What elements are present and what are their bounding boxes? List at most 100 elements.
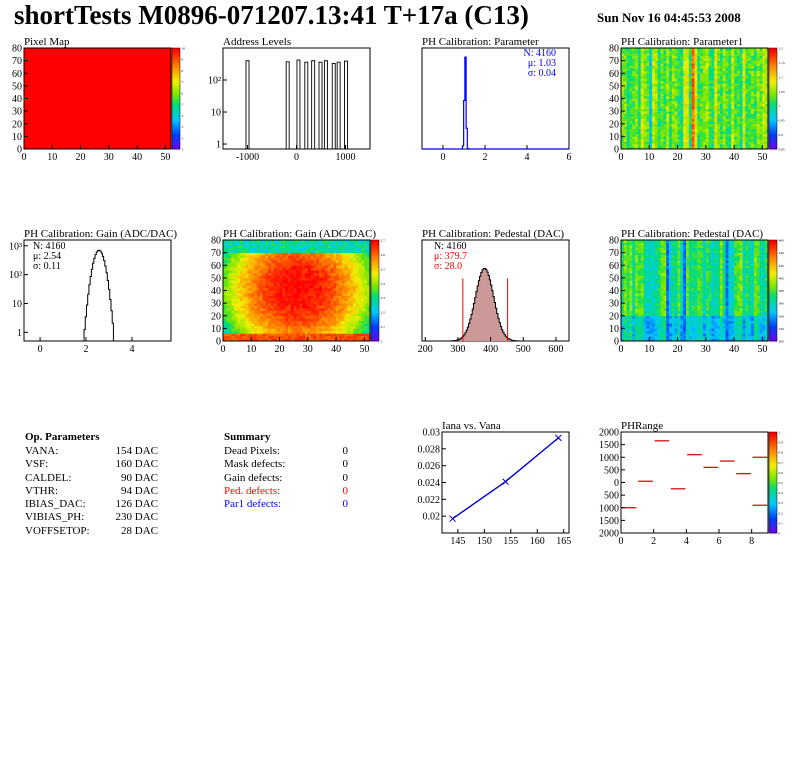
gain-map-cell <box>231 242 235 246</box>
gain-map-cell <box>265 290 269 294</box>
param1-map-cell <box>697 70 701 74</box>
pedestal-map-cell <box>654 328 659 332</box>
param1-map-cell <box>677 141 681 145</box>
pedestal-map-cell <box>621 315 625 319</box>
gain-map-cell <box>251 300 255 304</box>
pedestal-map-cell <box>654 272 659 276</box>
gain-map-cell <box>234 330 238 334</box>
gain-map-cell <box>239 240 244 243</box>
pedestal-map-cell <box>654 335 659 339</box>
y-tick-label: 10 <box>12 299 22 310</box>
param1-map-cell <box>632 95 636 99</box>
gain-map-cell <box>223 277 227 281</box>
gain-map-cell <box>299 250 303 253</box>
param1-map-cell <box>621 78 625 82</box>
param1-map-cell <box>686 60 690 64</box>
gain-map-cell <box>276 257 280 261</box>
chart-title: PH Calibration: Parameter <box>422 36 539 48</box>
param1-map-cell <box>739 108 743 112</box>
gain-map-cell <box>271 257 275 261</box>
gain-map-cell <box>361 282 365 286</box>
param1-map-cell <box>719 63 724 66</box>
param1-map-cell <box>654 90 659 94</box>
gain-map-cell <box>316 255 320 258</box>
gain-map-cell <box>279 335 283 339</box>
z-scale-cell <box>172 98 180 102</box>
gain-map-cell <box>307 293 311 296</box>
param1-map-cell <box>640 136 644 140</box>
pedestal-map-cell <box>640 242 644 246</box>
param1-map-cell <box>711 128 715 132</box>
gain-map-cell <box>279 328 283 332</box>
gain-map-cell <box>276 285 280 289</box>
param1-map-cell <box>649 108 653 112</box>
gain-map-cell <box>225 305 229 309</box>
gain-map-cell <box>321 298 326 301</box>
pedestal-map-cell <box>629 323 633 327</box>
param1-map-cell <box>649 113 653 117</box>
gain-map-cell <box>288 257 292 261</box>
param1-map-cell <box>643 128 647 132</box>
param1-map-cell <box>731 128 735 132</box>
param1-map-cell <box>705 136 709 140</box>
param1-map-cell <box>669 101 673 104</box>
gain-map-cell <box>313 277 317 281</box>
param1-map-cell <box>652 60 656 64</box>
param1-map-cell <box>654 103 659 107</box>
gain-map-cell <box>288 267 292 271</box>
gain-map-cell <box>299 333 303 337</box>
param1-map-cell <box>657 131 661 135</box>
gain-map-cell <box>237 315 241 319</box>
gain-map-cell <box>282 300 286 304</box>
param1-map-cell <box>756 143 760 147</box>
gain-map-cell <box>364 293 368 296</box>
param1-map-cell <box>717 143 721 147</box>
gain-map-cell <box>296 255 300 258</box>
gain-map-cell <box>364 335 368 339</box>
param1-map-cell <box>742 126 746 130</box>
gain-map-cell <box>296 295 300 299</box>
gain-map-cell <box>321 290 326 294</box>
param1-map-cell <box>635 58 639 61</box>
param1-map-cell <box>632 70 636 74</box>
gain-map-cell <box>245 252 249 256</box>
gain-map-cell <box>310 252 314 256</box>
gain-map-cell <box>319 315 323 319</box>
param1-map-cell <box>621 53 625 56</box>
gain-map-cell <box>276 295 280 299</box>
param1-map-cell <box>717 50 721 54</box>
gain-map-cell <box>341 277 345 281</box>
pedestal-map-cell <box>632 313 636 317</box>
gain-map-cell <box>327 300 331 304</box>
address-level-peak <box>336 61 341 149</box>
pedestal-map-cell <box>632 252 636 256</box>
param1-map-cell <box>745 143 749 147</box>
gain-map-cell <box>313 308 317 311</box>
gain-map-cell <box>304 282 309 286</box>
z-scale-cell <box>769 123 777 127</box>
gain-map-cell <box>330 262 334 266</box>
param1-map-cell <box>722 143 726 147</box>
gain-map-cell <box>228 300 232 304</box>
gain-map-cell <box>361 323 365 327</box>
pedestal-map-cell <box>649 247 653 251</box>
gain-map-cell <box>237 250 241 253</box>
gain-map-cell <box>262 333 266 337</box>
pedestal-map-cell <box>623 298 627 301</box>
gain-map-cell <box>321 242 326 246</box>
param1-map-cell <box>677 65 681 69</box>
gain-map-cell <box>254 270 258 274</box>
param1-map-cell <box>739 118 743 122</box>
gain-map-cell <box>262 298 266 301</box>
pedestal-map-cell <box>643 305 647 309</box>
gain-map-cell <box>231 245 235 248</box>
gain-map-cell <box>319 300 323 304</box>
gain-map-cell <box>353 267 357 271</box>
gain-map-cell <box>251 328 255 332</box>
gain-map-cell <box>223 255 227 258</box>
pedestal-map-cell <box>626 323 630 327</box>
pedestal-map-cell <box>623 318 627 322</box>
gain-map-cell <box>259 245 263 248</box>
gain-map-cell <box>336 313 340 317</box>
param1-map-cell <box>635 88 639 92</box>
